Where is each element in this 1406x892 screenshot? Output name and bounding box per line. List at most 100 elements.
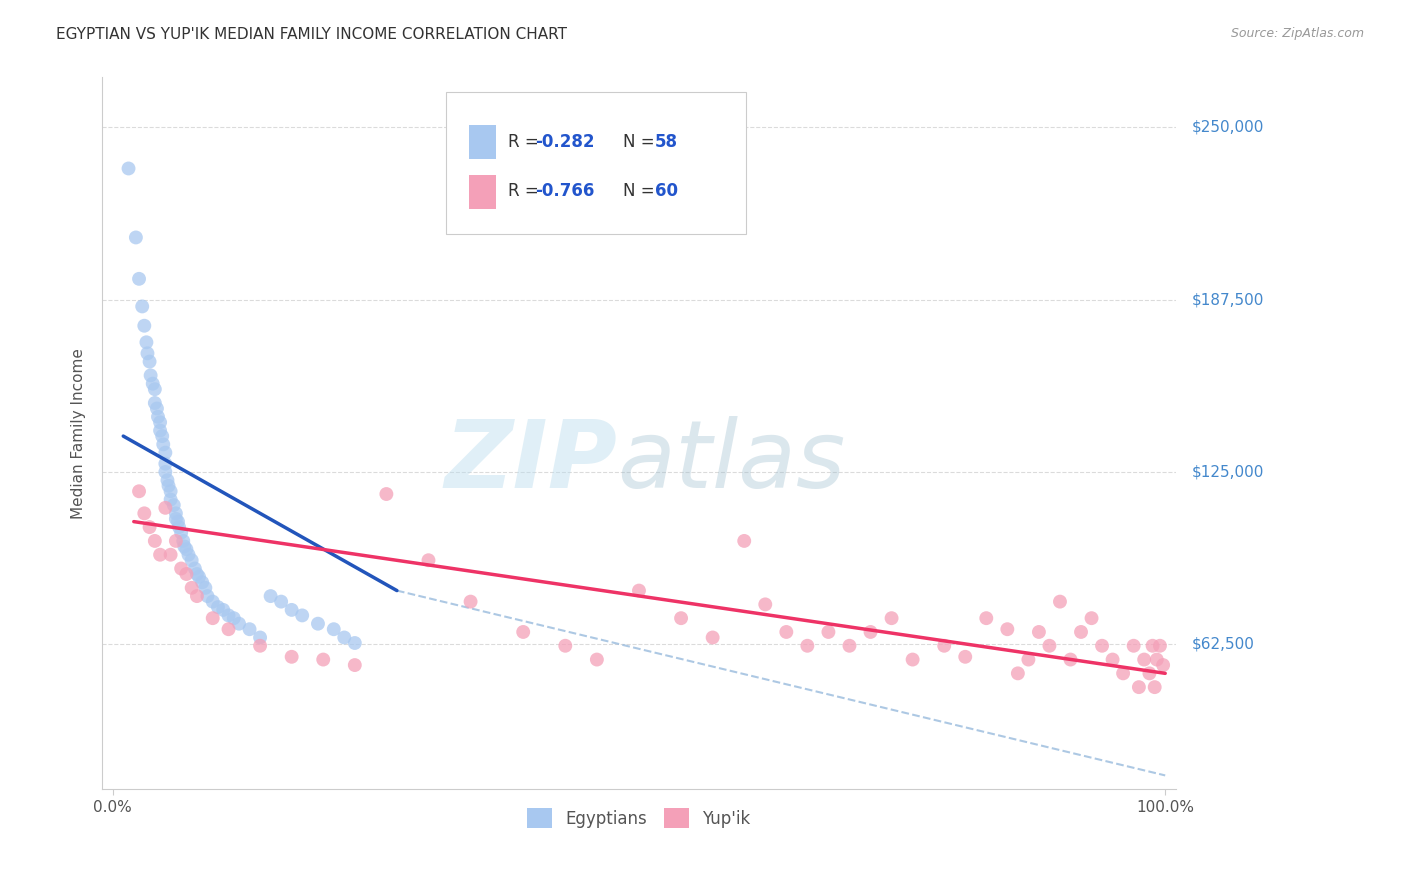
Point [138,520,160,534]
Point [191,575,214,590]
Point [627,583,650,598]
Point [702,631,724,645]
Point [146,409,169,424]
Point [974,611,997,625]
Point [155,457,177,471]
Point [1028,624,1050,639]
Point [157,479,180,493]
Point [1080,611,1102,625]
Point [1149,639,1171,653]
Point [167,515,190,529]
Point [149,415,172,429]
Point [201,594,224,608]
Point [212,603,235,617]
Point [163,498,186,512]
Point [1152,658,1174,673]
Point [176,542,198,557]
Point [955,649,977,664]
Point [136,346,159,360]
Point [249,639,271,653]
Point [165,506,187,520]
Point [138,354,160,368]
Point [159,548,181,562]
Point [188,570,211,584]
Point [995,622,1018,636]
Point [1007,666,1029,681]
Point [150,429,173,443]
Point [197,589,219,603]
Point [135,335,157,350]
Point [259,589,281,603]
Point [159,492,181,507]
Point [280,603,302,617]
Point [754,598,776,612]
Point [1133,652,1156,666]
FancyBboxPatch shape [470,125,496,160]
Point [238,622,260,636]
Point [1122,639,1144,653]
Point [165,533,187,548]
Point [155,500,177,515]
Point [172,533,194,548]
Point [180,581,202,595]
Point [249,631,271,645]
Point [280,649,302,664]
Point [1128,680,1150,694]
Point [218,622,240,636]
Point [1038,639,1060,653]
Point [207,600,229,615]
Point [1091,639,1114,653]
Text: Source: ZipAtlas.com: Source: ZipAtlas.com [1230,27,1364,40]
Point [1017,652,1039,666]
Point [149,548,172,562]
Text: $250,000: $250,000 [1192,120,1264,135]
Point [117,161,139,176]
Point [312,652,335,666]
Point [186,567,208,582]
Point [838,639,860,653]
Point [343,658,366,673]
Point [554,639,576,653]
Point [159,484,181,499]
Text: 60: 60 [655,182,678,201]
Point [170,525,193,540]
Text: $125,000: $125,000 [1192,465,1264,480]
Point [165,512,187,526]
Point [142,376,165,391]
Point [1059,652,1081,666]
Point [775,624,797,639]
Text: N =: N = [623,133,659,151]
Text: $187,500: $187,500 [1192,292,1264,307]
Point [134,318,156,333]
Point [143,396,166,410]
Point [586,652,609,666]
Point [1070,624,1092,639]
Point [201,611,224,625]
Point [156,473,179,487]
Text: -0.766: -0.766 [534,182,595,201]
Point [155,445,177,459]
Point [880,611,903,625]
Point [218,608,240,623]
Point [125,230,148,244]
Point [333,631,356,645]
Point [131,300,153,314]
Point [1101,652,1123,666]
Text: -0.282: -0.282 [534,133,595,151]
Point [418,553,440,567]
Point [146,401,169,416]
Text: ZIP: ZIP [444,416,617,508]
Point [128,272,150,286]
Point [460,594,482,608]
Point [291,608,314,623]
Point [139,368,162,383]
Point [343,636,366,650]
FancyBboxPatch shape [470,175,496,209]
Text: 58: 58 [655,133,678,151]
Point [375,487,398,501]
Point [143,382,166,396]
Point [167,520,190,534]
Point [134,506,156,520]
Point [184,561,207,575]
Point [901,652,924,666]
